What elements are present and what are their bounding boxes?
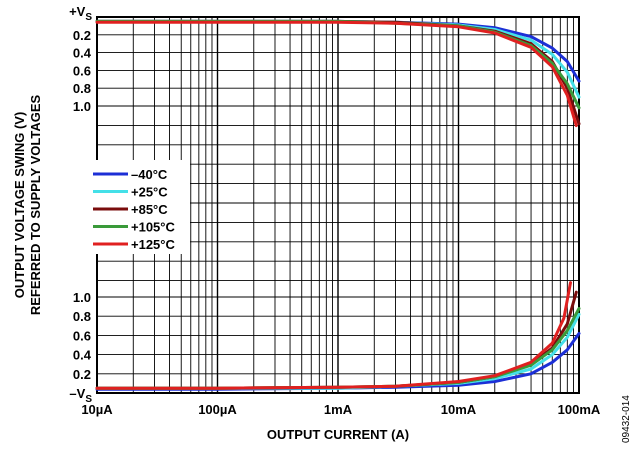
top-y-tick-label: 0.2	[73, 28, 91, 43]
x-tick-label: 100µA	[198, 402, 237, 417]
top-ref-label: +VS	[69, 4, 92, 23]
bottom-ref-label: –VS	[69, 386, 92, 405]
legend-label: +125°C	[131, 237, 175, 252]
top-y-tick-label: 0.4	[73, 46, 92, 61]
grid	[96, 17, 579, 393]
top-y-tick-label: 1.0	[73, 99, 91, 114]
bottom-y-tick-labels: 1.0 0.8 0.6 0.4 0.2	[73, 290, 92, 382]
figure-id: 09432-014	[621, 395, 632, 443]
bottom-ref-label-main: –V	[69, 386, 85, 401]
series-lines	[95, 19, 581, 391]
bottom-ref-label-sub: S	[85, 394, 92, 405]
top-y-tick-labels: 0.2 0.4 0.6 0.8 1.0	[73, 28, 92, 114]
legend-label: +25°C	[131, 185, 168, 200]
top-ref-label-main: +V	[69, 4, 86, 19]
legend-items: –40°C +25°C +85°C +105°C +125°C	[93, 167, 175, 252]
legend-background	[86, 160, 190, 254]
x-tick-label: 100mA	[558, 402, 601, 417]
top-y-tick-label: 0.6	[73, 63, 91, 78]
legend: –40°C +25°C +85°C +105°C +125°C	[86, 160, 190, 254]
bottom-y-tick-label: 1.0	[73, 290, 91, 305]
x-tick-label: 10mA	[441, 402, 477, 417]
x-tick-label: 10µA	[81, 402, 113, 417]
x-tick-label: 1mA	[324, 402, 353, 417]
x-tick-labels: 10µA 100µA 1mA 10mA 100mA	[81, 402, 601, 417]
legend-label: +85°C	[131, 202, 168, 217]
y-axis-title-line2: REFERRED TO SUPPLY VOLTAGES	[28, 95, 43, 316]
bottom-y-tick-label: 0.6	[73, 328, 91, 343]
legend-label: +105°C	[131, 220, 175, 235]
x-axis-title: OUTPUT CURRENT (A)	[267, 427, 409, 442]
bottom-y-tick-label: 0.8	[73, 309, 91, 324]
y-axis-title-line1: OUTPUT VOLTAGE SWING (V)	[12, 112, 27, 299]
bottom-y-tick-label: 0.2	[73, 367, 91, 382]
top-y-tick-label: 0.8	[73, 81, 91, 96]
bottom-y-tick-label: 0.4	[73, 348, 92, 363]
series-line-bottom	[95, 281, 572, 390]
series-line-top	[95, 20, 578, 128]
legend-label: –40°C	[131, 167, 168, 182]
top-ref-label-sub: S	[85, 12, 92, 23]
